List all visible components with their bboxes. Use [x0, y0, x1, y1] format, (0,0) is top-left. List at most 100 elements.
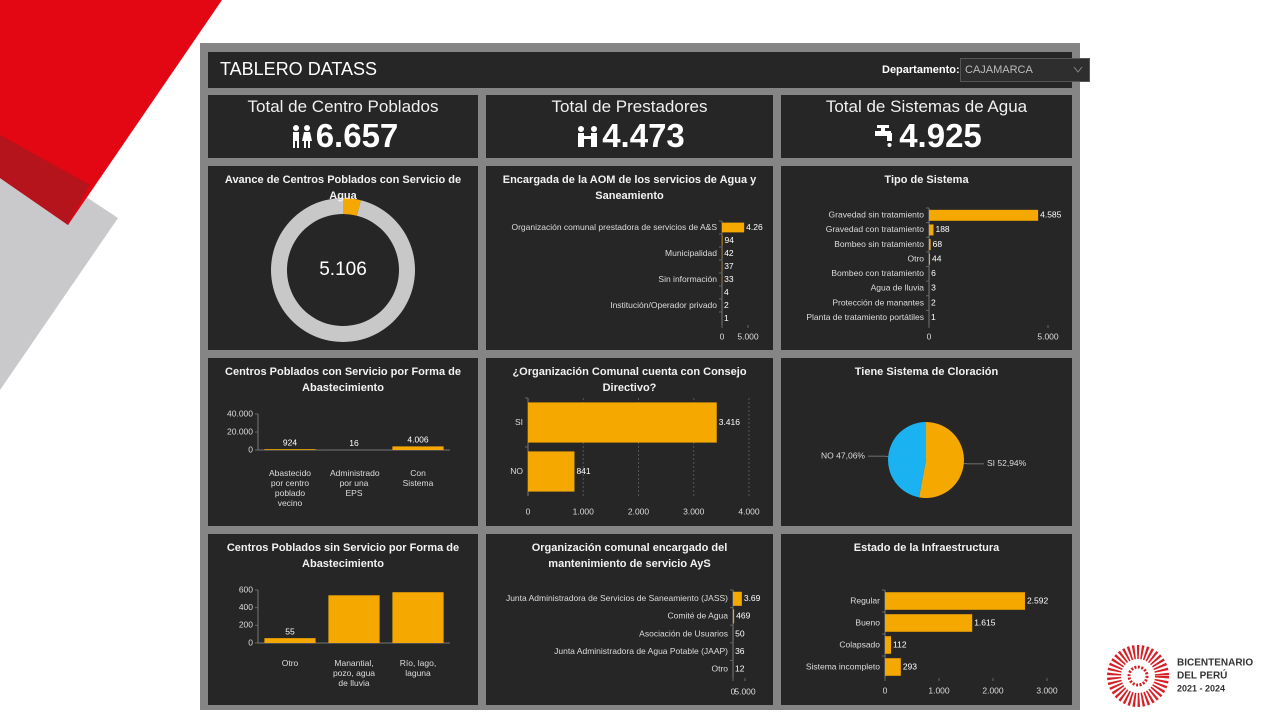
value-label: 2.592 — [1027, 595, 1049, 605]
filter-value: CAJAMARCA — [965, 64, 1033, 76]
value-label: 841 — [576, 466, 590, 476]
x-tick-label: 0 — [720, 331, 725, 341]
category-label: Con Sistema — [402, 468, 434, 488]
category-label: Sistema incompleto — [806, 661, 880, 671]
chart-panel: 0 5.000 Organización comunal prestadora de… — [486, 166, 773, 350]
red-shadow — [0, 135, 90, 225]
chart-title: Avance de Centros Poblados con Servicio … — [224, 174, 462, 202]
chart-panel: 0 1.000 2.000 3.000 Regular 2.592 Bueno 1.615 Co… — [781, 534, 1072, 705]
value-label: 2 — [724, 300, 729, 310]
category-label: Agua de lluvia — [871, 283, 925, 293]
x-tick-label: 0 — [883, 685, 888, 695]
chart: 0 1.000 2.000 3.000 Regular 2.592 Bueno 1.615 Co… — [806, 589, 1058, 695]
kpi-value: 6.657 — [315, 117, 399, 154]
value-label: 293 — [903, 661, 917, 671]
x-tick-label: 4.000 — [738, 506, 760, 516]
y-tick-label: 200 — [239, 620, 253, 630]
category-label: Junta Administradora de Servicios de San… — [506, 593, 728, 603]
category-label: Abastecido por centro poblado vecino — [268, 468, 312, 508]
dashboard-title: TABLERO DATASS — [220, 59, 378, 79]
value-label: 37 — [724, 261, 734, 271]
x-tick-label: 0 — [927, 331, 932, 341]
x-tick-label: 5.000 — [734, 686, 756, 696]
category-label: Colapsado — [839, 639, 880, 649]
value-label: 12 — [735, 663, 745, 673]
kpi-label: Total de Centro Poblados — [247, 97, 439, 116]
category-label: Otro — [711, 663, 728, 673]
chart-panel: 0 5.000 Junta Administradora de Servicios … — [486, 534, 773, 705]
category-label: Institución/Operador privado — [610, 300, 717, 310]
value-label: 16 — [349, 438, 359, 448]
chart-panel: 0 200 400 600 55 Centros Poblados sin Servici… — [208, 534, 478, 705]
filter-select[interactable]: CAJAMARCA — [960, 58, 1090, 82]
chart: 0 20.000 40.000 924 16 4.006 — [227, 408, 450, 454]
chart-panel: 0 5.000 Gravedad sin tratamiento 4.585 Grave… — [781, 166, 1072, 350]
brand-line: BICENTENARIO — [1177, 658, 1253, 669]
category-label: Gravedad sin tratamiento — [829, 210, 925, 220]
filter-label: Departamento: — [882, 64, 960, 76]
providers-icon — [578, 126, 598, 147]
x-tick-label: 3.000 — [683, 506, 705, 516]
category-label: Otro — [281, 658, 299, 668]
category-label: Administrado por una EPS — [330, 468, 380, 498]
bar — [929, 224, 934, 236]
logo-core — [1127, 665, 1149, 687]
category-label: SI — [515, 417, 523, 427]
value-label: 94 — [724, 235, 734, 245]
value-label: 2 — [931, 297, 936, 307]
value-label: 42 — [724, 248, 734, 258]
value-label: 4.585 — [1040, 210, 1062, 220]
chart-title: Tiene Sistema de Cloración — [854, 366, 999, 378]
value-label: 3.416 — [719, 417, 741, 427]
x-tick-label: 0 — [526, 506, 531, 516]
value-label: 4 — [724, 287, 729, 297]
value-label: 33 — [724, 274, 734, 284]
value-label: 188 — [935, 224, 949, 234]
x-tick-label: 5.000 — [737, 331, 759, 341]
chart-title: Estado de la Infraestructura — [853, 542, 1000, 554]
people-icon — [292, 125, 312, 148]
decoration — [0, 0, 222, 390]
chart-title: Centros Poblados sin Servicio por Forma … — [226, 542, 460, 570]
y-tick-label: 600 — [239, 584, 253, 594]
value-label: 68 — [933, 239, 943, 249]
x-tick-label: 3.000 — [1036, 685, 1058, 695]
bar — [264, 449, 316, 450]
category-label: Junta Administradora de Agua Potable (JA… — [554, 646, 728, 656]
bar — [528, 451, 575, 492]
value-label: 924 — [283, 437, 297, 447]
chart-panel: 0 20.000 40.000 924 16 4.006 Centros Poblados … — [208, 358, 478, 526]
bar — [885, 636, 892, 654]
bar — [392, 592, 444, 643]
donut-segment — [343, 198, 361, 216]
category-label: Planta de tratamiento portátiles — [806, 312, 924, 322]
chart: 5.106 — [271, 198, 415, 342]
bar — [528, 402, 717, 443]
y-tick-label: 40.000 — [227, 408, 253, 418]
chart-title: Organización comunal encargado del mante… — [531, 542, 728, 570]
pie-slice — [887, 422, 926, 498]
bar — [885, 658, 901, 676]
value-label: 4.006 — [407, 435, 429, 445]
value-label: 6 — [931, 268, 936, 278]
pie-slice — [919, 422, 964, 498]
kpi-card: Total de Prestadores 4.473 — [486, 95, 773, 158]
category-label: Río, lago, laguna — [399, 658, 437, 678]
value-label: 50 — [735, 628, 745, 638]
category-label: Manantial, pozo, agua de lluvia — [332, 658, 376, 688]
chart-panel: SI 52,94% NO 47,06% Tiene Sistema de Clora… — [781, 358, 1072, 526]
category-label: Regular — [850, 595, 880, 605]
kpi-label: Total de Sistemas de Agua — [825, 97, 1028, 116]
header-bar: TABLERO DATASS Departamento: CAJAMARCA — [208, 52, 1090, 88]
chart-title: Encargada de la AOM de los servicios de … — [502, 174, 757, 202]
value-label: 1.615 — [974, 617, 996, 627]
value-label: 3 — [931, 283, 936, 293]
kpi-card: Total de Centro Poblados 6.657 — [208, 95, 478, 158]
category-label: Bombeo sin tratamiento — [834, 239, 924, 249]
chart: 0 200 400 600 55 — [239, 584, 450, 647]
bar — [733, 609, 735, 624]
bar — [264, 638, 316, 643]
bar — [885, 614, 973, 632]
chart: 0 1.000 2.000 3.000 4.000 SI 3.416 NO 841 — [510, 397, 760, 516]
